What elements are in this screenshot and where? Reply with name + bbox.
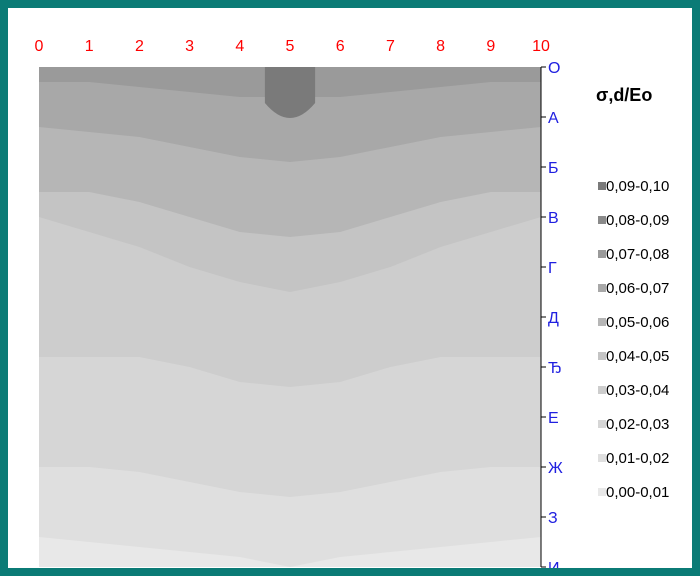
plot-area <box>39 67 541 567</box>
legend-label: 0,04-0,05 <box>606 348 669 365</box>
legend-label: 0,09-0,10 <box>606 178 669 195</box>
legend-swatch <box>598 284 606 292</box>
contour-band-0_01-0_02 <box>39 467 541 567</box>
y-tick-label: О <box>548 60 560 77</box>
legend-swatch <box>598 488 606 496</box>
legend-swatch <box>598 352 606 360</box>
x-tick-label: 1 <box>85 38 94 55</box>
legend-swatch <box>598 454 606 462</box>
legend: σ,d/Eo 0,09-0,10 0,08-0,09 0,07-0,08 0,06-0,… <box>596 85 669 501</box>
x-tick-label: 6 <box>336 38 345 55</box>
legend-label: 0,02-0,03 <box>606 416 669 433</box>
x-tick-label: 10 <box>532 38 550 55</box>
legend-label: 0,01-0,02 <box>606 450 669 467</box>
y-tick-label: Д <box>548 310 559 327</box>
x-tick-label: 5 <box>286 38 295 55</box>
y-tick-label: Ж <box>548 460 563 477</box>
x-tick-label: 0 <box>35 38 44 55</box>
contour-band-0_00-0_01 <box>39 537 541 567</box>
legend-swatch <box>598 420 606 428</box>
x-tick-label: 9 <box>486 38 495 55</box>
x-tick-label: 2 <box>135 38 144 55</box>
y-tick-label: Ђ <box>548 360 562 377</box>
legend-swatch <box>598 216 606 224</box>
x-tick-label: 8 <box>436 38 445 55</box>
y-tick-label: В <box>548 210 559 227</box>
x-tick-label: 3 <box>185 38 194 55</box>
y-tick-label: Е <box>548 410 559 427</box>
y-tick-label: Б <box>548 160 559 177</box>
axes: 0 1 2 3 4 5 6 7 8 9 10 О А Б В Г Д Ђ Е Ж З И <box>35 38 563 568</box>
x-tick-label: 7 <box>386 38 395 55</box>
legend-swatch <box>598 250 606 258</box>
y-tick-label: З <box>548 510 558 527</box>
legend-swatch <box>598 386 606 394</box>
legend-label: 0,08-0,09 <box>606 212 669 229</box>
legend-label: 0,03-0,04 <box>606 382 669 399</box>
y-tick-label: Г <box>548 260 557 277</box>
contour-chart: 0 1 2 3 4 5 6 7 8 9 10 О А Б В Г Д Ђ Е Ж З И σ,d/Eo 0,09-0,10 0… <box>35 38 670 568</box>
y-tick-label: А <box>548 110 559 127</box>
legend-title: σ,d/Eo <box>596 85 652 105</box>
legend-label: 0,00-0,01 <box>606 484 669 501</box>
contour-peak <box>264 67 316 118</box>
legend-label: 0,05-0,06 <box>606 314 669 331</box>
legend-label: 0,07-0,08 <box>606 246 669 263</box>
legend-swatch <box>598 182 606 190</box>
legend-label: 0,06-0,07 <box>606 280 669 297</box>
legend-swatch <box>598 318 606 326</box>
x-tick-label: 4 <box>235 38 244 55</box>
y-tick-label: И <box>548 560 560 568</box>
